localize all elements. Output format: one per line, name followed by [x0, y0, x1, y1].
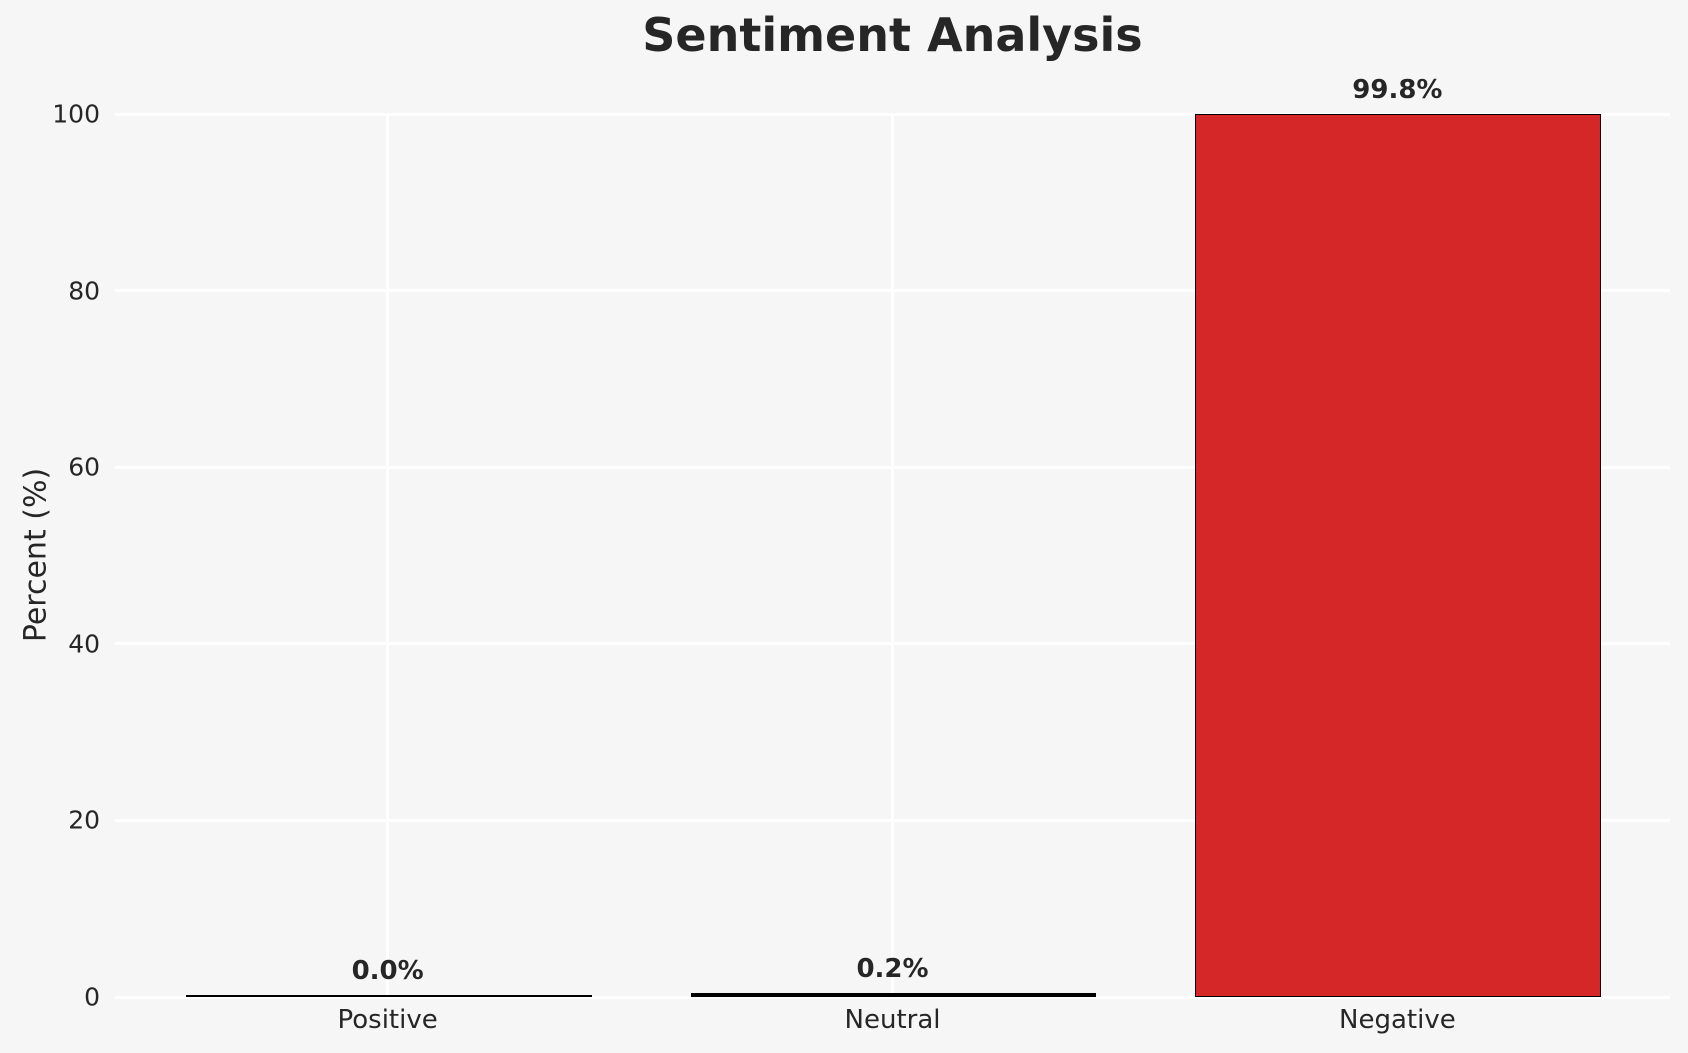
- y-tick-label: 20: [68, 805, 100, 835]
- y-tick-label: 80: [68, 276, 100, 306]
- y-tick-label: 60: [68, 452, 100, 482]
- gridline-vertical: [891, 114, 894, 997]
- bar-value-label: 0.2%: [856, 954, 929, 985]
- y-axis-label: Percent (%): [18, 467, 54, 643]
- y-tick-label: 100: [52, 99, 100, 129]
- bar-negative: [1195, 113, 1602, 997]
- x-tick-label: Negative: [1339, 1005, 1456, 1035]
- y-tick-label: 40: [68, 629, 100, 659]
- bar-value-label: 0.0%: [351, 956, 424, 986]
- plot-area: 0 20 40 60 80 100 0.0% Positive 0.2% Neutral 99.8%…: [52, 75, 1670, 1035]
- gridline-horizontal: [115, 995, 1670, 999]
- y-tick-label: 0: [84, 982, 100, 1012]
- gridline-vertical: [386, 114, 390, 997]
- bar-positive: [185, 995, 592, 997]
- chart-title: Sentiment Analysis: [642, 8, 1143, 62]
- bar-value-label: 99.8%: [1352, 74, 1443, 105]
- x-tick-label: Positive: [337, 1005, 438, 1035]
- bar-neutral: [690, 993, 1097, 997]
- x-tick-label: Neutral: [844, 1005, 941, 1035]
